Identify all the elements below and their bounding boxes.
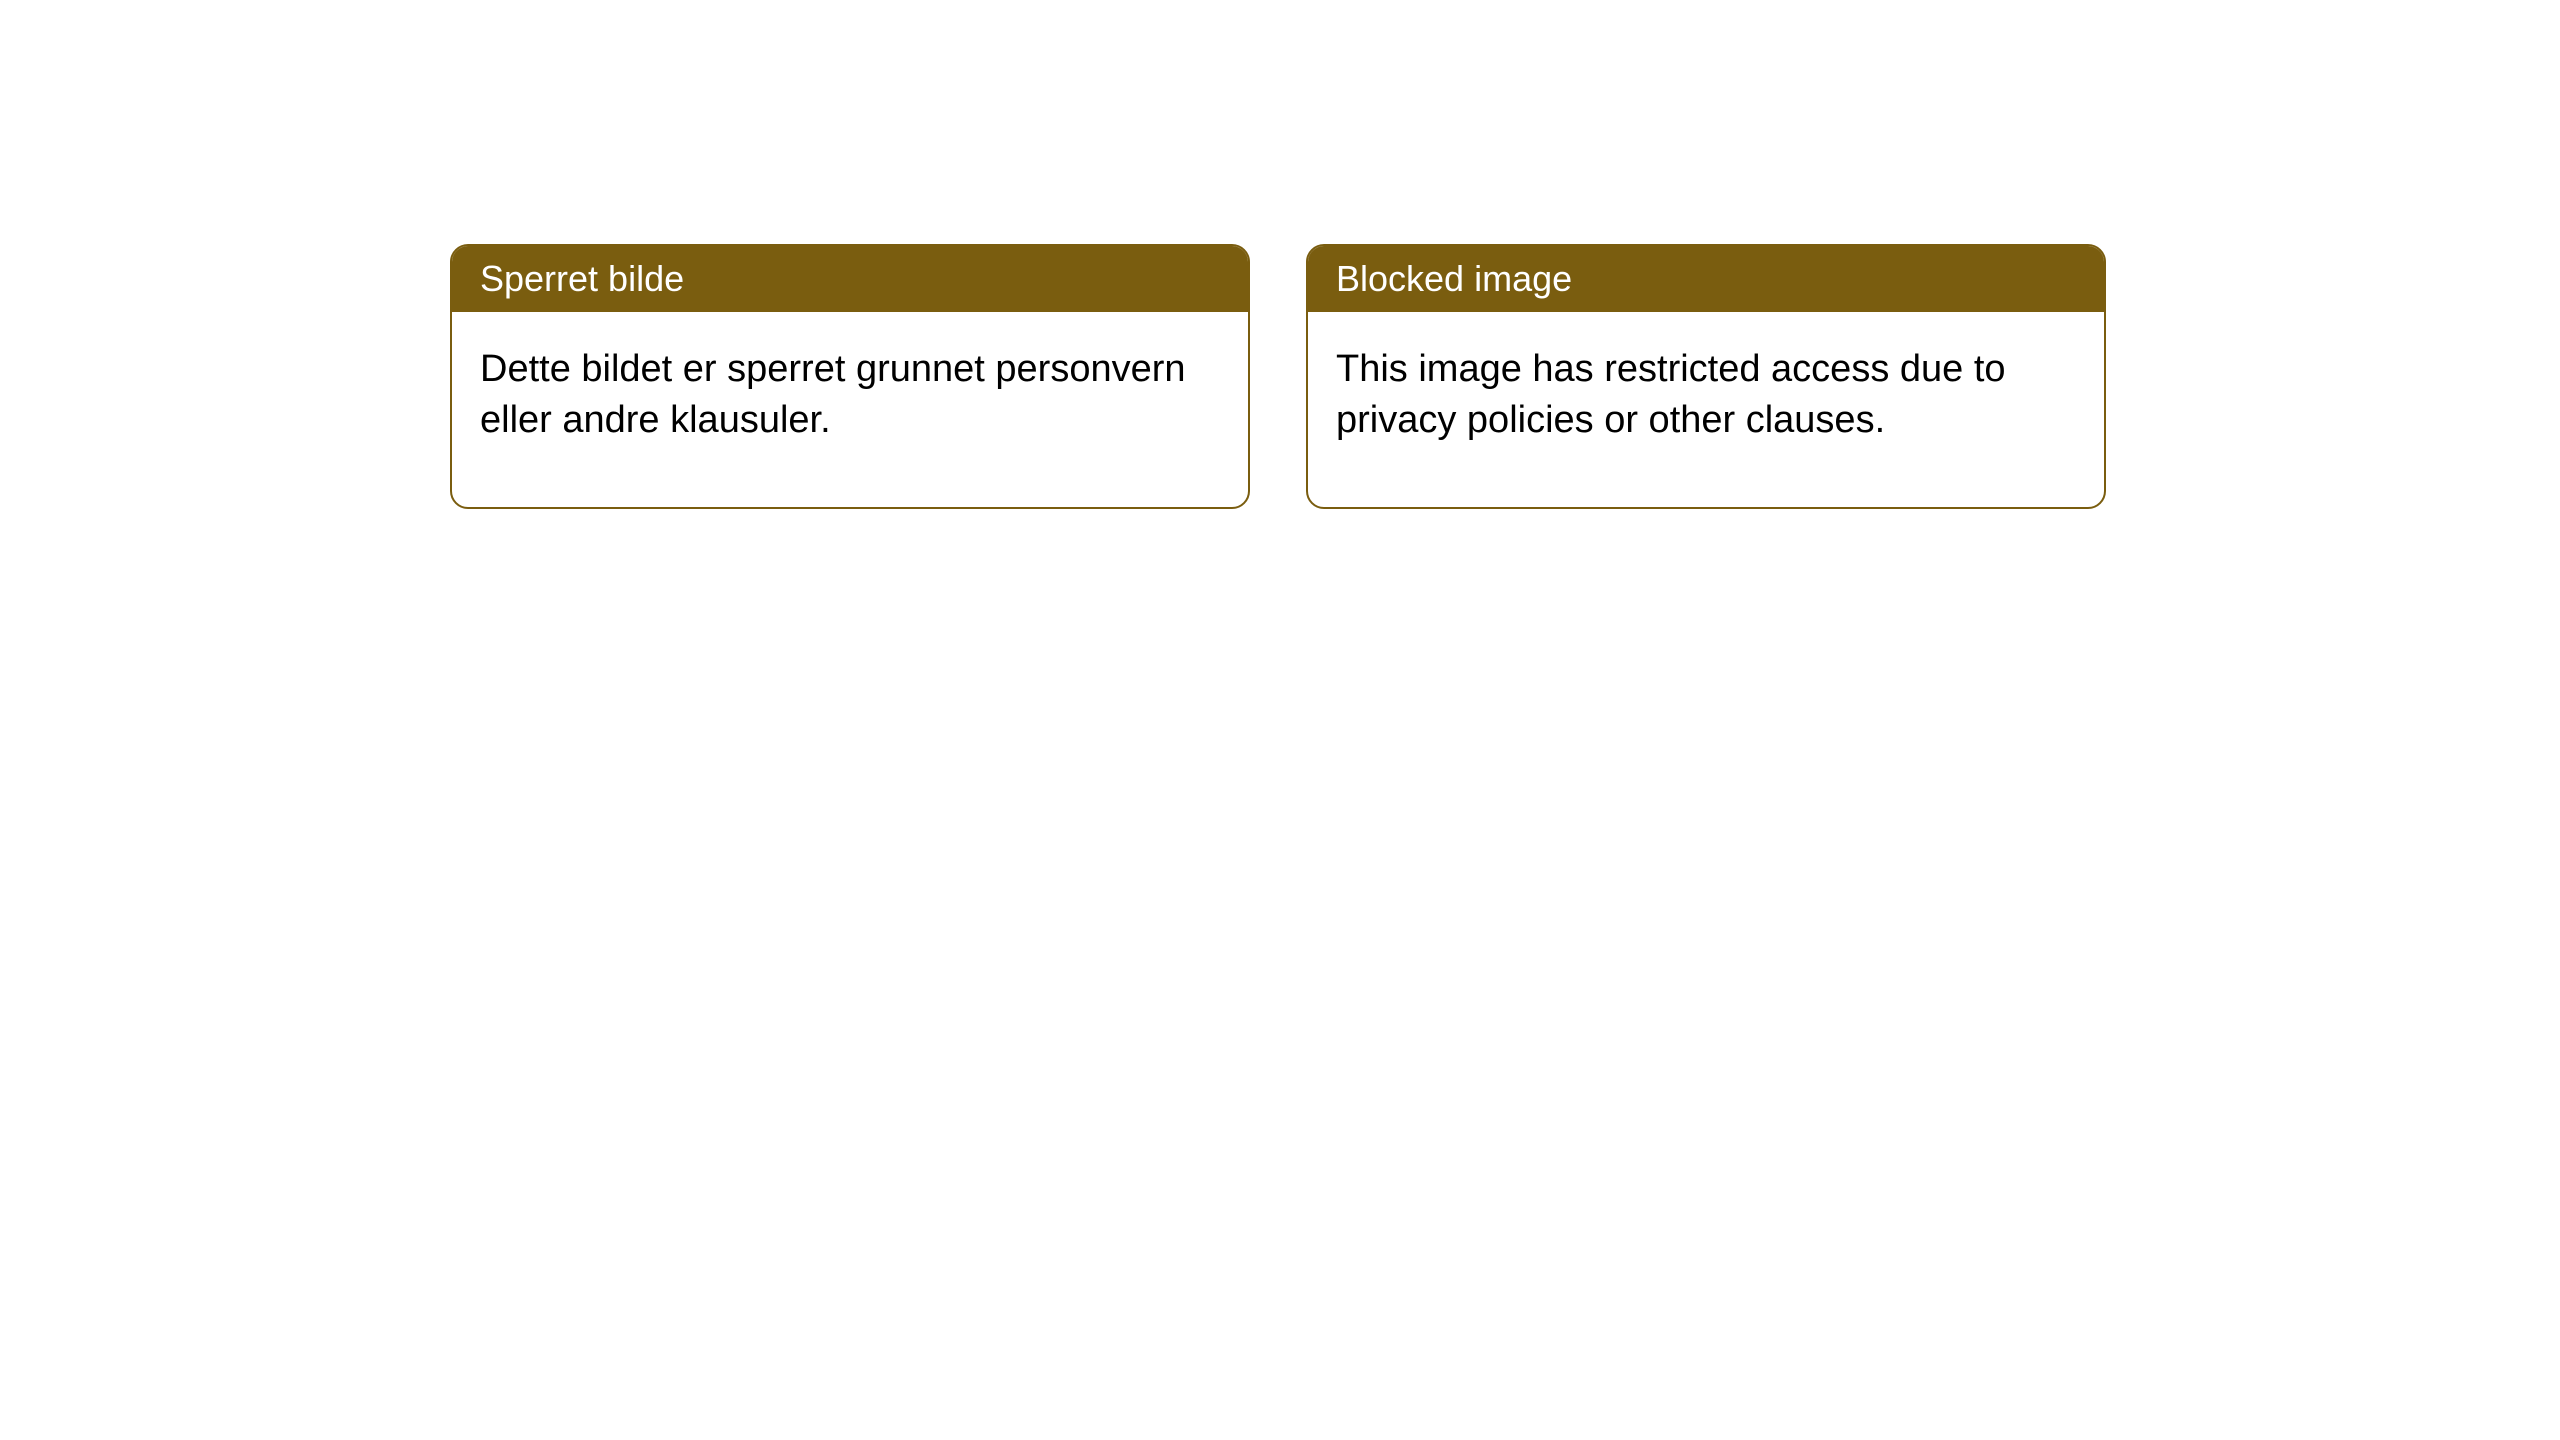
notice-card-norwegian: Sperret bilde Dette bildet er sperret gr… [450,244,1250,509]
notice-card-english: Blocked image This image has restricted … [1306,244,2106,509]
notice-header-norwegian: Sperret bilde [452,246,1248,312]
notice-body-english: This image has restricted access due to … [1308,312,2104,507]
notice-body-norwegian: Dette bildet er sperret grunnet personve… [452,312,1248,507]
notice-title-norwegian: Sperret bilde [480,258,684,299]
notice-text-norwegian: Dette bildet er sperret grunnet personve… [480,348,1186,441]
notice-title-english: Blocked image [1336,258,1572,299]
notice-text-english: This image has restricted access due to … [1336,348,2006,441]
notice-container: Sperret bilde Dette bildet er sperret gr… [450,244,2106,509]
notice-header-english: Blocked image [1308,246,2104,312]
